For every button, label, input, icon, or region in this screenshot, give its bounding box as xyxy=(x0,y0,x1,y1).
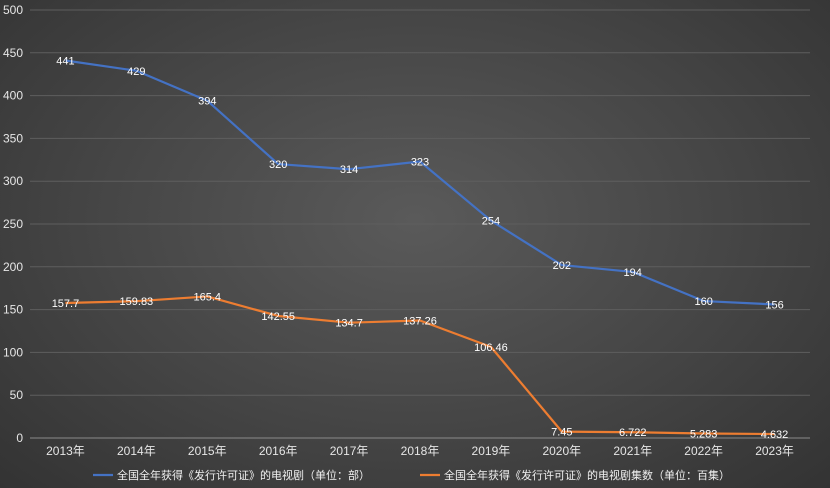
data-label: 7.45 xyxy=(551,427,572,439)
y-tick-label: 50 xyxy=(10,388,24,402)
x-tick-label: 2016年 xyxy=(259,444,298,458)
y-tick-label: 400 xyxy=(3,89,23,103)
series-line-1 xyxy=(65,59,775,306)
data-label: 142.55 xyxy=(261,311,295,323)
data-label: 165.4 xyxy=(194,291,222,303)
legend-label: 全国全年获得《发行许可证》的电视剧（单位：部） xyxy=(117,468,370,482)
data-label: 394 xyxy=(198,96,216,108)
series-lines xyxy=(65,59,775,436)
y-tick-label: 350 xyxy=(3,131,23,145)
data-label: 194 xyxy=(624,267,642,279)
x-tick-label: 2017年 xyxy=(330,444,369,458)
x-tick-label: 2013年 xyxy=(46,444,85,458)
data-label: 156 xyxy=(765,299,783,311)
y-tick-label: 250 xyxy=(3,217,23,231)
x-tick-label: 2015年 xyxy=(188,444,227,458)
data-label: 106.46 xyxy=(474,342,508,354)
gridlines xyxy=(30,9,810,439)
x-tick-label: 2023年 xyxy=(755,444,794,458)
y-tick-label: 500 xyxy=(3,3,23,17)
data-label: 320 xyxy=(269,159,287,171)
y-tick-label: 150 xyxy=(3,303,23,317)
y-tick-label: 200 xyxy=(3,260,23,274)
x-tick-label: 2014年 xyxy=(117,444,156,458)
data-label: 254 xyxy=(482,216,500,228)
y-axis: 0 50 100 150 200 250 300 350 400 450 500 xyxy=(3,3,23,445)
data-label: 160 xyxy=(694,296,712,308)
x-tick-label: 2022年 xyxy=(684,444,723,458)
data-label: 159.83 xyxy=(120,296,154,308)
data-label: 323 xyxy=(411,157,429,169)
data-label: 4.632 xyxy=(761,429,789,441)
x-tick-label: 2021年 xyxy=(613,444,652,458)
y-tick-label: 0 xyxy=(16,431,23,445)
data-label: 441 xyxy=(56,56,74,68)
data-label: 157.7 xyxy=(52,298,80,310)
x-tick-label: 2019年 xyxy=(472,444,511,458)
x-tick-label: 2018年 xyxy=(401,444,440,458)
x-tick-label: 2020年 xyxy=(542,444,581,458)
y-tick-label: 100 xyxy=(3,345,23,359)
data-label: 314 xyxy=(340,164,358,176)
x-axis: 2013年 2014年 2015年 2016年 2017年 2018年 2019年 2020年… xyxy=(46,444,794,458)
y-tick-label: 300 xyxy=(3,174,23,188)
data-label: 137.26 xyxy=(403,316,437,328)
data-label: 134.7 xyxy=(335,318,363,330)
data-label: 5.283 xyxy=(690,428,718,440)
legend: 全国全年获得《发行许可证》的电视剧（单位：部） 全国全年获得《发行许可证》的电视剧… xyxy=(93,468,730,482)
data-label: 429 xyxy=(127,66,145,78)
data-labels: 441 429 394 320 314 323 254 202 194 160 156 157.7 15… xyxy=(52,56,789,442)
y-tick-label: 450 xyxy=(3,46,23,60)
legend-label: 全国全年获得《发行许可证》的电视剧集数（单位：百集） xyxy=(444,468,730,482)
data-label: 6.722 xyxy=(619,427,647,439)
data-label: 202 xyxy=(553,260,571,272)
